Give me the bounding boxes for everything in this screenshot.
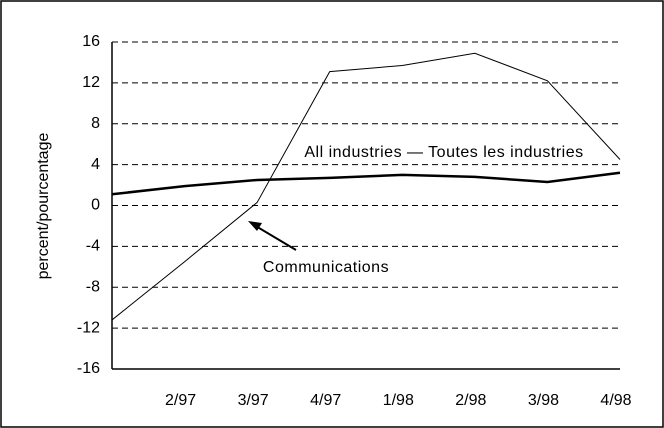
- y-tick-label: 12: [82, 74, 100, 91]
- x-tick-label: 2/98: [455, 392, 486, 409]
- y-tick-label: -16: [77, 360, 100, 377]
- x-tick-label: 1/98: [383, 392, 414, 409]
- x-tick-label: 4/98: [600, 392, 631, 409]
- y-tick-label: -12: [77, 319, 100, 336]
- series-line: [111, 171, 621, 196]
- series-label: Communications: [263, 259, 389, 276]
- x-tick-label: 2/97: [165, 392, 196, 409]
- series-line: [111, 52, 621, 321]
- x-tick-label: 3/97: [238, 392, 269, 409]
- y-axis-label: percent/pourcentage: [35, 133, 52, 280]
- y-tick-label: -4: [86, 238, 100, 255]
- y-tick-label: 4: [91, 156, 100, 173]
- x-tick-label: 3/98: [528, 392, 559, 409]
- y-tick-label: 8: [91, 115, 100, 132]
- y-tick-label: 16: [82, 33, 100, 50]
- arrow: [253, 224, 297, 251]
- x-tick-label: 4/97: [310, 392, 341, 409]
- arrow-head: [248, 221, 262, 231]
- y-tick-label: -8: [86, 278, 100, 295]
- y-tick-label: 0: [91, 197, 100, 214]
- series-label: All industries — Toutes les industries: [304, 144, 583, 161]
